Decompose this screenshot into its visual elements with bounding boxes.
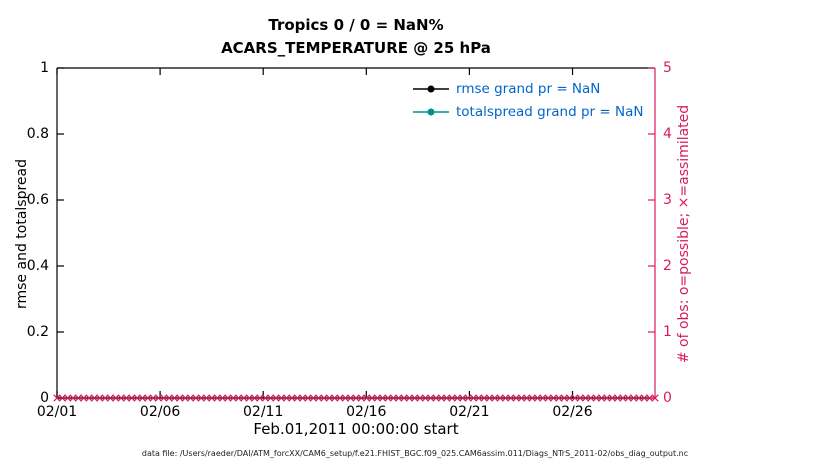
y-tick-label-left: 0.6 — [26, 192, 49, 208]
legend-label-totalspread: totalspread grand pr = NaN — [456, 104, 644, 120]
y-tick-label-left: 1 — [40, 60, 49, 76]
y-tick-label-left: 0 — [40, 390, 49, 406]
rmse-line-sample — [413, 85, 449, 93]
data-file-path: data file: /Users/raeder/DAI/ATM_forcXX/… — [141, 449, 689, 458]
x-axis-label: Feb.01,2011 00:00:00 start — [253, 420, 459, 438]
y-tick-label-right: 1 — [663, 324, 672, 340]
x-tick-label: 02/16 — [346, 404, 387, 420]
y-tick-label-left: 0.2 — [26, 324, 49, 340]
y-tick-label-right: 2 — [663, 258, 672, 274]
x-tick-label: 02/26 — [552, 404, 593, 420]
legend-label-rmse: rmse grand pr = NaN — [456, 81, 601, 97]
x-tick-label: 02/11 — [243, 404, 284, 420]
legend-item-totalspread[interactable]: totalspread grand pr = NaN — [412, 104, 643, 120]
y-tick-label-right: 3 — [663, 192, 672, 208]
x-tick-label: 02/06 — [139, 404, 181, 420]
chart-title: Tropics 0 / 0 = NaN% — [268, 16, 444, 34]
x-tick-label: 02/01 — [36, 404, 78, 420]
y-tick-label-right: 0 — [663, 390, 672, 406]
chart-subtitle: ACARS_TEMPERATURE @ 25 hPa — [221, 39, 491, 57]
legend-item-rmse[interactable]: rmse grand pr = NaN — [412, 81, 643, 97]
totalspread-line-sample — [413, 108, 449, 116]
x-tick-label: 02/21 — [449, 404, 490, 420]
legend: rmse grand pr = NaN totalspread grand pr… — [412, 81, 643, 120]
y-tick-label-right: 4 — [663, 126, 672, 142]
y-tick-label-left: 0.8 — [26, 126, 49, 142]
y-axis-label-left: rmse and totalspread — [14, 159, 30, 310]
y-tick-label-right: 5 — [663, 60, 672, 76]
y-tick-label-left: 0.4 — [26, 258, 49, 274]
